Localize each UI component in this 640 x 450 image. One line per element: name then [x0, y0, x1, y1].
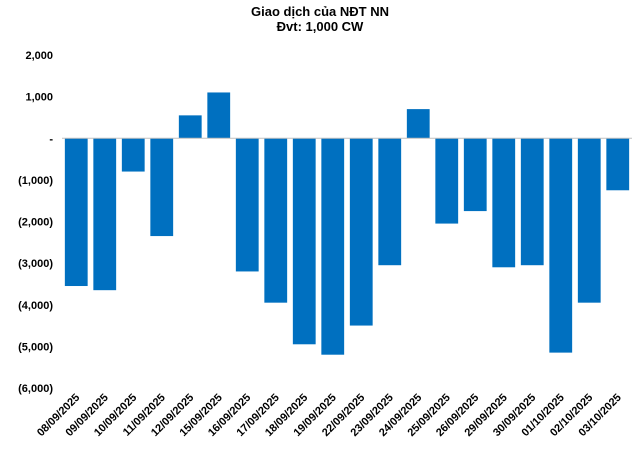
bar-29/09/2025 [492, 138, 516, 268]
y-axis: 2,000 1,000 - (1,000) (2,000) (3,000) (4,000) (… [18, 50, 53, 395]
x-axis: 08/09/202509/09/202510/09/202511/09/2025… [35, 392, 624, 439]
y-tick-label: (5,000) [18, 341, 53, 353]
y-tick-label: (4,000) [18, 300, 53, 312]
bar-10/09/2025 [121, 138, 145, 172]
bar-12/09/2025 [178, 115, 202, 139]
bar-26/09/2025 [463, 138, 487, 212]
y-tick-label: (2,000) [18, 217, 53, 229]
y-tick-label: 1,000 [25, 92, 53, 104]
bar-23/09/2025 [378, 138, 402, 266]
y-tick-label: 2,000 [25, 50, 53, 62]
bar-03/10/2025 [606, 138, 630, 191]
bar-series [64, 92, 630, 355]
chart-subtitle: Đvt: 1,000 CW [276, 19, 364, 34]
bar-02/10/2025 [577, 138, 601, 303]
bar-01/10/2025 [549, 138, 573, 353]
bar-19/09/2025 [321, 138, 345, 355]
bar-24/09/2025 [406, 109, 430, 139]
bar-09/09/2025 [93, 138, 117, 291]
y-tick-label: (3,000) [18, 258, 53, 270]
bar-08/09/2025 [64, 138, 88, 287]
bar-17/09/2025 [264, 138, 288, 303]
y-tick-label: (6,000) [18, 383, 53, 395]
bar-22/09/2025 [349, 138, 373, 326]
bar-25/09/2025 [435, 138, 459, 224]
bar-15/09/2025 [207, 92, 231, 139]
bar-30/09/2025 [520, 138, 544, 266]
bar-16/09/2025 [235, 138, 259, 272]
bar-18/09/2025 [292, 138, 316, 345]
y-tick-label: (1,000) [18, 175, 53, 187]
bar-11/09/2025 [150, 138, 174, 237]
chart-title: Giao dịch của NĐT NN [251, 4, 389, 19]
y-tick-label: - [49, 133, 53, 145]
